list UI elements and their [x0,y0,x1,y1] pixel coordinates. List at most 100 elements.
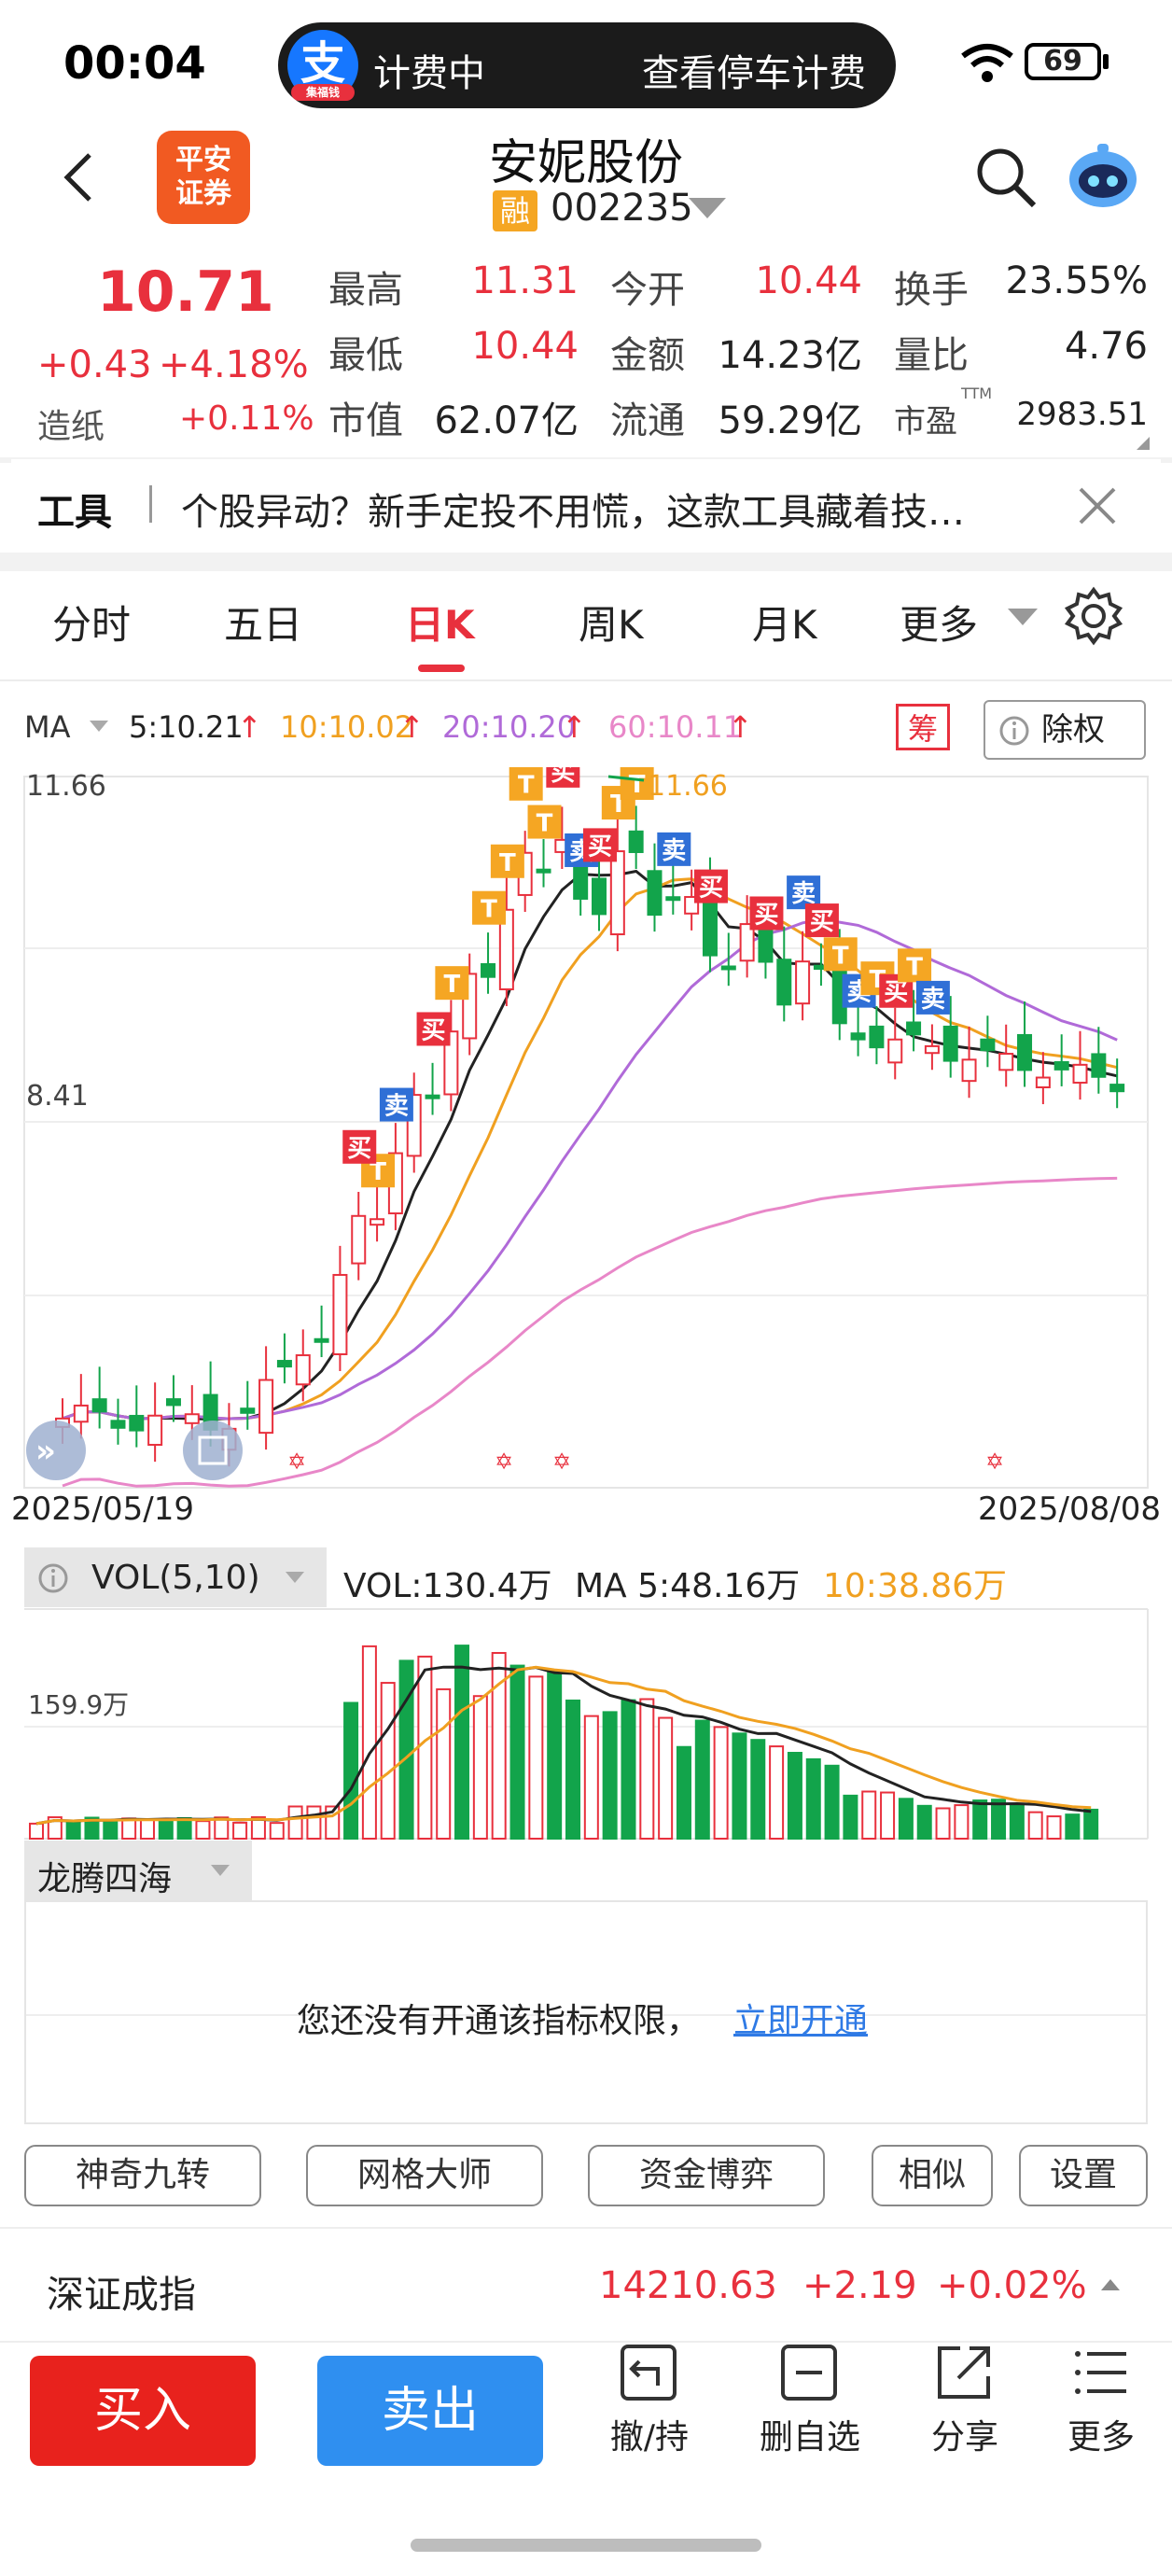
svg-text:T: T [444,971,461,999]
settings-gear-icon[interactable] [1064,586,1123,646]
chevron-down-icon[interactable] [689,198,726,218]
stock-code[interactable]: 002235 [551,187,693,230]
buy-button[interactable]: 买入 [30,2356,256,2466]
indicator-selector[interactable]: 龙腾四海 [24,1841,252,1900]
scroll-left-button[interactable]: » [26,1421,86,1480]
chevron-down-icon[interactable] [90,721,108,732]
svg-text:T: T [518,772,535,800]
svg-text:T: T [499,849,516,877]
volume-ma10: 10:38.86万 [823,1567,1007,1605]
volume-bar [991,1799,1007,1840]
trade-signal: 卖 [657,832,691,866]
trade-signal: 卖 [842,973,876,1008]
close-icon[interactable] [1075,483,1120,528]
volume-y-label: 159.9万 [28,1689,129,1720]
tab-more[interactable]: 更多 [900,602,979,648]
volume-bar [547,1671,563,1840]
battery-icon: 69 [1025,43,1101,80]
chip-distribution-button[interactable]: 筹 [896,704,950,750]
notice-tag: 工具 [37,491,112,534]
plugin-settings-button[interactable]: 设置 [1019,2145,1148,2206]
sector-name[interactable]: 造纸 [37,408,105,446]
cancel-hold-button[interactable]: 撤/持 [593,2343,705,2458]
price-change: +0.43 [37,343,152,386]
ex-rights-button[interactable]: 除权 [984,700,1146,760]
candle [295,1354,311,1386]
unlock-indicator-link[interactable]: 立即开通 [733,2002,869,2040]
volume-bar [232,1821,248,1840]
volume-bar [583,1715,599,1840]
indicator-locked-text: 您还没有开通该指标权限， [297,2002,701,2040]
candle [1017,1033,1033,1071]
volume-bar [880,1791,896,1840]
parking-live-activity[interactable]: 支集福钱 计费中 查看停车计费 [278,22,896,108]
volume-bar [1027,1811,1043,1840]
tab-daily-k[interactable]: 日K [405,602,475,648]
value-open: 10.44 [755,259,862,302]
candle [351,1214,367,1265]
remove-watchlist-button[interactable]: 删自选 [754,2343,866,2458]
ai-assistant-icon[interactable] [1064,140,1142,211]
volume-selector[interactable]: VOL(5,10) [24,1547,327,1607]
ma60-line [62,1176,1118,1488]
index-ticker[interactable]: 深证成指 14210.63 +2.19 +0.02% [0,2227,1172,2343]
volume-bar [250,1816,266,1841]
candle [906,1021,922,1036]
ma-selector[interactable]: MA [24,709,71,745]
volume-bar [676,1745,691,1840]
plugin-button-similar[interactable]: 相似 [872,2145,993,2206]
plugin-button-capital-game[interactable]: 资金博弈 [588,2145,825,2206]
candle [592,877,607,916]
chevron-down-icon [286,1572,304,1583]
volume-ma5: MA 5:48.16万 [575,1567,801,1605]
volume-bars [29,1645,1099,1841]
more-menu-button[interactable]: 更多 [1045,2343,1157,2458]
chevron-down-icon[interactable] [1008,609,1038,625]
y-label-top: 11.66 [26,770,106,803]
trade-signal: 买 [749,896,784,931]
volume-bar [65,1821,81,1840]
plugin-button-jiuzhuan[interactable]: 神奇九转 [24,2145,261,2206]
volume-bar [602,1711,618,1840]
event-marker: ✡ [287,1449,306,1475]
volume-value: VOL:130.4万 [343,1567,552,1605]
search-icon[interactable] [974,146,1039,211]
value-amount: 14.23亿 [718,334,862,377]
volume-bar [436,1687,452,1840]
fullscreen-button[interactable] [183,1421,243,1480]
expand-corner-icon[interactable] [1137,437,1150,450]
home-indicator[interactable] [411,2539,761,2552]
quote-panel: 10.71 +0.43 +4.18% 造纸 +0.11% 最高 11.31 今开… [0,245,1172,457]
notice-text: 个股异动？新手定投不用慌，这款工具藏着技… [181,491,965,534]
plugin-button-grid-master[interactable]: 网格大师 [306,2145,543,2206]
ma20-value: 20:10.20 [442,709,577,745]
volume-chart: 159.9万 [24,1608,1149,1841]
volume-bar [398,1659,414,1840]
candle [276,1360,292,1368]
sell-button[interactable]: 卖出 [317,2356,543,2466]
tab-monthly-k[interactable]: 月K [752,602,817,648]
tab-intraday[interactable]: 分时 [52,602,132,648]
back-icon[interactable] [60,149,97,205]
share-button[interactable]: 分享 [909,2343,1021,2458]
candle [481,963,496,978]
trade-signal: T [898,948,932,983]
svg-text:»: » [35,1433,56,1470]
tab-five-day[interactable]: 五日 [224,602,303,648]
volume-bar [621,1699,636,1840]
sector-change: +0.11% [179,399,314,438]
svg-text:T: T [629,771,646,799]
notice-bar[interactable]: 工具 个股异动？新手定投不用慌，这款工具藏着技… [11,459,1161,553]
svg-text:买: 买 [699,875,723,903]
candle [314,1337,329,1343]
candle [665,896,681,902]
chevron-down-icon [211,1865,230,1876]
volume-bar [1083,1808,1099,1841]
event-marker: ✡ [495,1449,513,1475]
candle [1035,1076,1051,1088]
trade-signal: T [472,890,507,925]
chevron-up-icon[interactable] [1101,2279,1120,2290]
tab-weekly-k[interactable]: 周K [579,602,644,648]
parking-fee-link[interactable]: 查看停车计费 [642,52,866,95]
